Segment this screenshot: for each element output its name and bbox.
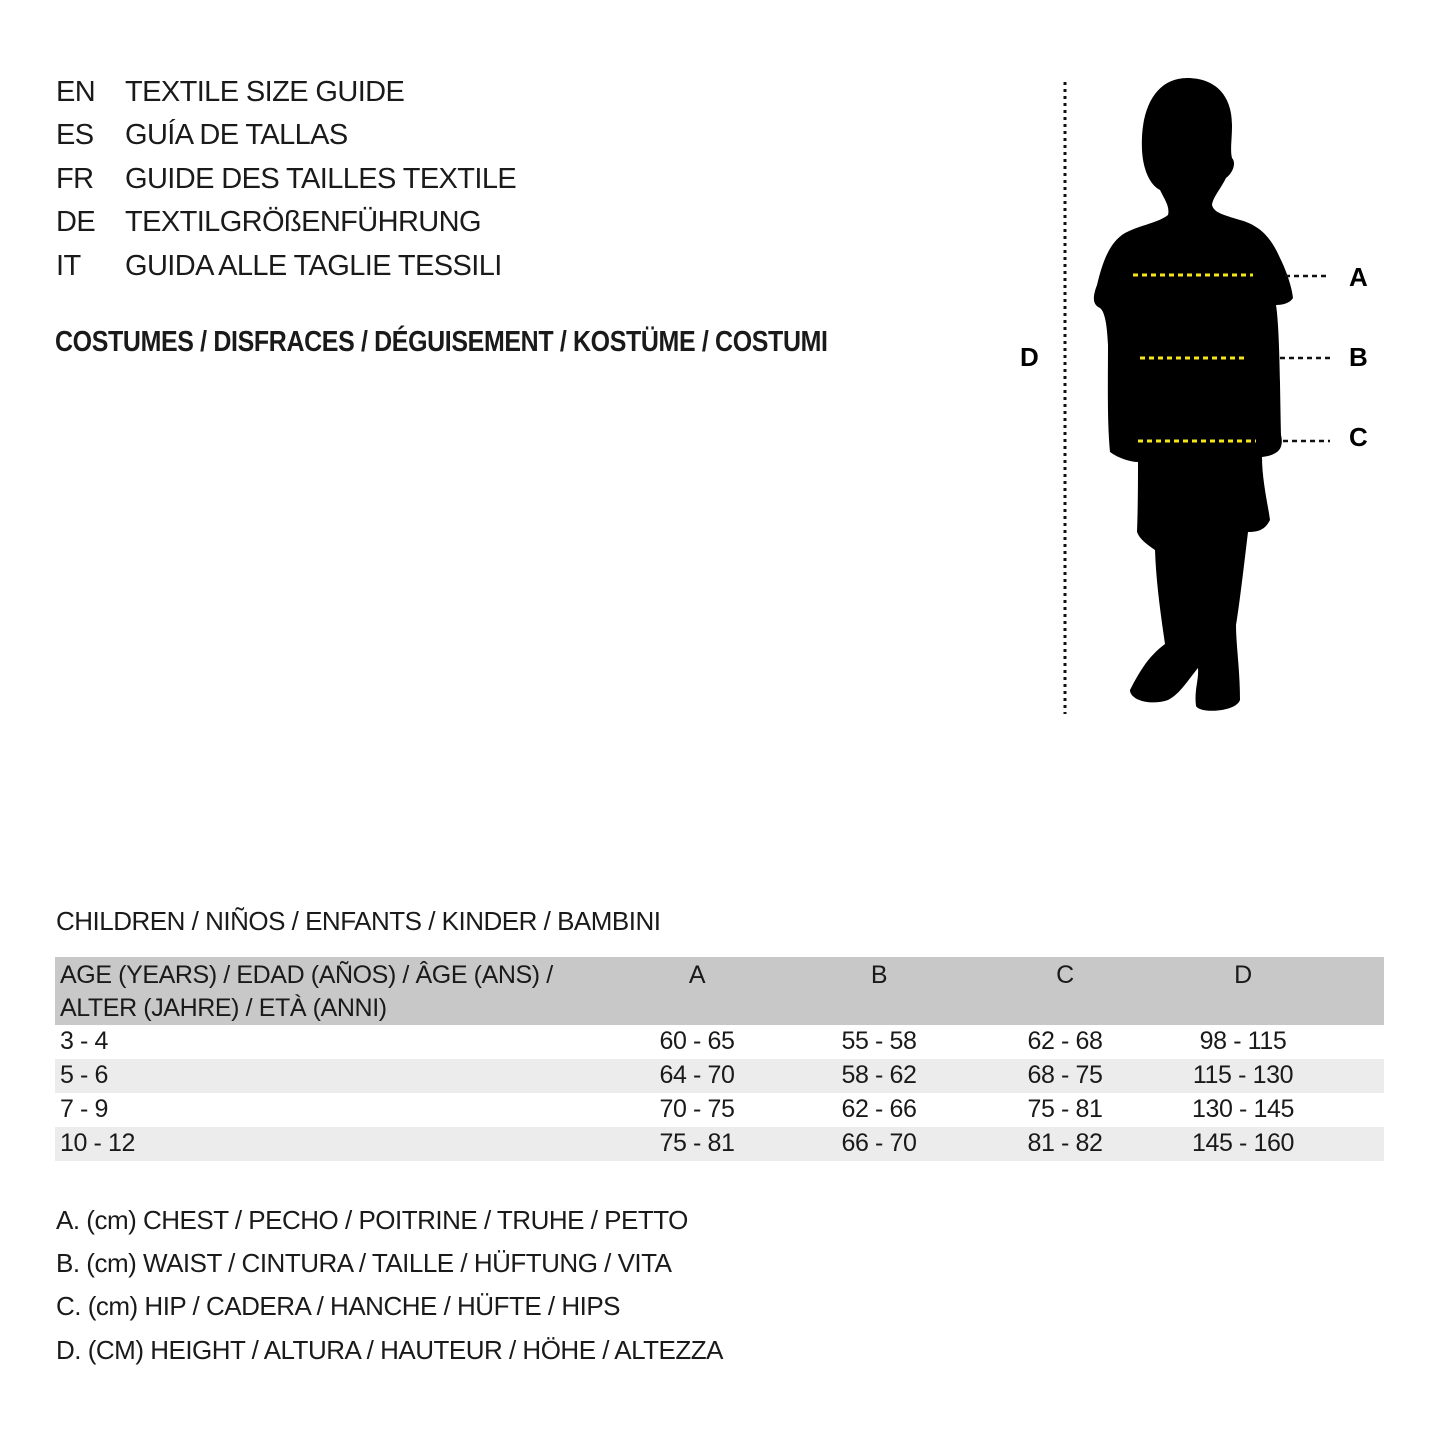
table-row: 10 - 12 75 - 81 66 - 70 81 - 82 145 - 16… (55, 1127, 1384, 1161)
title-text: GUIDE DES TAILLES TEXTILE (125, 163, 517, 195)
cell-a: 64 - 70 (659, 1061, 735, 1089)
cell-c: 75 - 81 (1027, 1095, 1103, 1123)
title-text: GUIDA ALLE TAGLIE TESSILI (125, 250, 502, 282)
cell-d: 130 - 145 (1191, 1095, 1295, 1123)
category-heading: COSTUMES / DISFRACES / DÉGUISEMENT / KOS… (55, 326, 828, 358)
child-silhouette (1093, 78, 1293, 711)
cell-d: 145 - 160 (1191, 1129, 1295, 1157)
lang-code: DE (56, 206, 96, 238)
legend-chest: A. (cm) CHEST / PECHO / POITRINE / TRUHE… (56, 1205, 688, 1235)
cell-b: 55 - 58 (841, 1027, 917, 1055)
cell-b: 66 - 70 (841, 1129, 917, 1157)
cell-age: 7 - 9 (60, 1095, 109, 1123)
cell-d: 115 - 130 (1192, 1061, 1294, 1089)
cell-a: 60 - 65 (659, 1027, 735, 1055)
lang-code: EN (56, 76, 96, 108)
label-b: B (1349, 342, 1368, 372)
lang-code: IT (56, 250, 81, 282)
title-text: GUÍA DE TALLAS (125, 119, 348, 151)
legend-waist: B. (cm) WAIST / CINTURA / TAILLE / HÜFTU… (56, 1248, 672, 1278)
header-age-line2: ALTER (JAHRE) / ETÀ (ANNI) (60, 994, 387, 1022)
cell-age: 10 - 12 (60, 1129, 136, 1157)
legend-height: D. (CM) HEIGHT / ALTURA / HAUTEUR / HÖHE… (56, 1335, 723, 1365)
size-table: AGE (YEARS) / EDAD (AÑOS) / ÂGE (ANS) / … (55, 957, 1384, 1161)
header-d: D (1234, 961, 1252, 989)
header-a: A (688, 961, 706, 989)
cell-d: 98 - 115 (1199, 1027, 1287, 1055)
table-row: 5 - 6 64 - 70 58 - 62 68 - 75 115 - 130 (55, 1059, 1384, 1093)
cell-a: 70 - 75 (659, 1095, 735, 1123)
cell-age: 3 - 4 (60, 1027, 109, 1055)
label-c: C (1349, 422, 1368, 452)
cell-a: 75 - 81 (659, 1129, 735, 1157)
title-text: TEXTILGRÖßENFÜHRUNG (125, 206, 482, 238)
lang-code: ES (56, 119, 94, 151)
cell-b: 58 - 62 (841, 1061, 917, 1089)
table-row: 3 - 4 60 - 65 55 - 58 62 - 68 98 - 115 (55, 1025, 1384, 1059)
table-header: AGE (YEARS) / EDAD (AÑOS) / ÂGE (ANS) / … (55, 957, 1384, 1025)
cell-c: 68 - 75 (1027, 1061, 1103, 1089)
cell-c: 81 - 82 (1027, 1129, 1103, 1157)
table-row: 7 - 9 70 - 75 62 - 66 75 - 81 130 - 145 (55, 1093, 1384, 1127)
title-text: TEXTILE SIZE GUIDE (125, 76, 405, 108)
header-b: B (870, 961, 888, 989)
legend-hip: C. (cm) HIP / CADERA / HANCHE / HÜFTE / … (56, 1291, 621, 1321)
table-caption: CHILDREN / NIÑOS / ENFANTS / KINDER / BA… (56, 906, 661, 936)
header-age-line1: AGE (YEARS) / EDAD (AÑOS) / ÂGE (ANS) / (60, 961, 553, 989)
cell-c: 62 - 68 (1027, 1027, 1103, 1055)
label-a: A (1349, 262, 1368, 292)
body-measurement-figure: A B C D (1020, 78, 1368, 714)
lang-code: FR (56, 163, 94, 195)
cell-b: 62 - 66 (841, 1095, 917, 1123)
cell-age: 5 - 6 (60, 1061, 109, 1089)
label-d: D (1020, 342, 1039, 372)
header-c: C (1056, 961, 1074, 989)
